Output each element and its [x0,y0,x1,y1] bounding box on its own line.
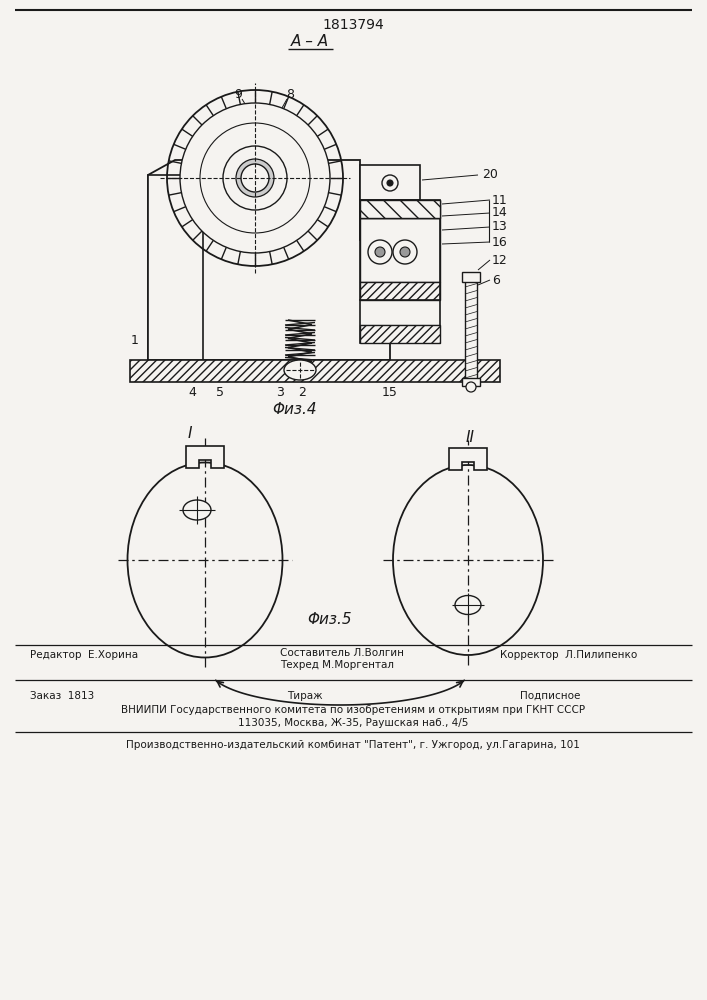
Ellipse shape [284,360,316,380]
Bar [360,325,440,343]
Ellipse shape [393,465,543,655]
Text: Техред М.Моргентал: Техред М.Моргентал [280,660,394,670]
Text: 11: 11 [492,194,508,207]
Circle shape [375,247,385,257]
Text: 8: 8 [286,89,294,102]
Polygon shape [148,160,390,360]
Text: Заказ  1813: Заказ 1813 [30,691,94,701]
Circle shape [382,175,398,191]
Text: 3: 3 [276,385,284,398]
Text: 9: 9 [234,89,242,102]
Text: 1813794: 1813794 [322,18,384,32]
Text: 12: 12 [492,253,508,266]
Polygon shape [186,446,224,468]
Bar [360,200,440,218]
Circle shape [223,146,287,210]
Circle shape [236,159,274,197]
Circle shape [400,247,410,257]
Text: Тираж: Тираж [287,691,323,701]
Bar [360,200,440,300]
Ellipse shape [127,462,283,658]
Text: Производственно-издательский комбинат "Патент", г. Ужгород, ул.Гагарина, 101: Производственно-издательский комбинат "П… [126,740,580,750]
Text: 2: 2 [298,385,306,398]
Text: ВНИИПИ Государственного комитета по изобретениям и открытиям при ГКНТ СССР: ВНИИПИ Государственного комитета по изоб… [121,705,585,715]
Circle shape [241,164,269,192]
Text: Φиз.4: Φиз.4 [273,402,317,418]
Circle shape [368,240,392,264]
Circle shape [393,240,417,264]
Bar [360,282,440,300]
Bar [148,175,203,360]
Text: Подписное: Подписное [520,691,580,701]
Circle shape [180,103,330,253]
Polygon shape [449,448,487,470]
Text: 4: 4 [188,385,196,398]
Text: Φиз.5: Φиз.5 [308,612,352,628]
Text: 16: 16 [492,235,508,248]
Text: 1: 1 [131,334,139,347]
Bar [462,272,480,282]
Text: I: I [188,426,192,440]
Text: 15: 15 [382,385,398,398]
Ellipse shape [455,595,481,614]
Ellipse shape [183,500,211,520]
Bar [462,378,480,386]
Text: 13: 13 [492,221,508,233]
Text: 6: 6 [492,273,500,286]
Text: II: II [465,430,474,444]
Text: Редактор  Е.Хорина: Редактор Е.Хорина [30,650,138,660]
Text: 5: 5 [216,385,224,398]
Text: Составитель Л.Волгин: Составитель Л.Волгин [280,648,404,658]
Text: 14: 14 [492,207,508,220]
Bar [360,300,440,343]
Text: A – A: A – A [291,34,329,49]
Bar [360,165,420,200]
Text: 20: 20 [482,168,498,182]
Circle shape [466,382,476,392]
Bar [465,280,477,380]
Text: Корректор  Л.Пилипенко: Корректор Л.Пилипенко [500,650,637,660]
Bar [360,218,440,282]
Bar [360,200,440,218]
Text: 113035, Москва, Ж-35, Раушская наб., 4/5: 113035, Москва, Ж-35, Раушская наб., 4/5 [238,718,468,728]
Circle shape [387,180,393,186]
Bar [130,360,500,382]
